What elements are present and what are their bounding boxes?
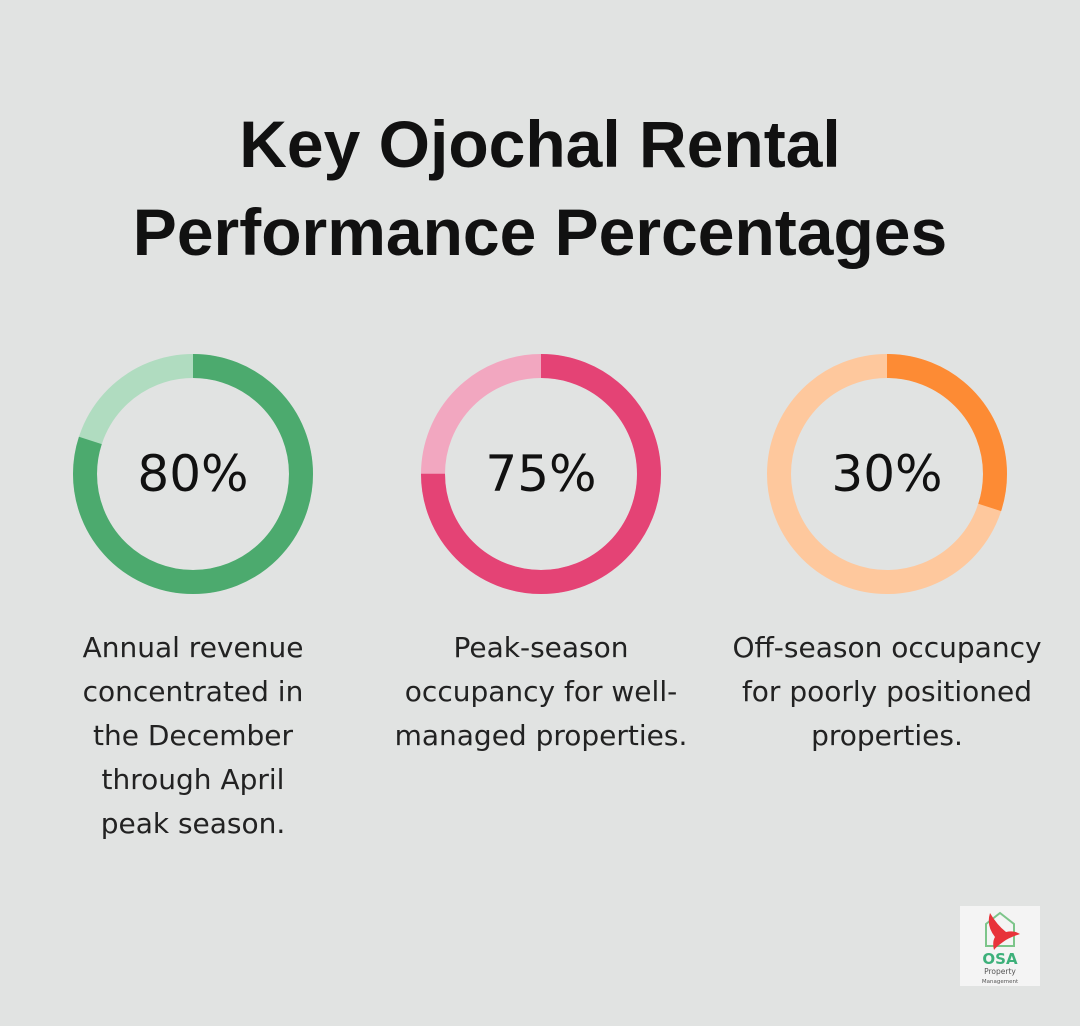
donut-value-arc — [73, 354, 313, 594]
stat-card-2: 30% Off-season occupancy for poorly posi… — [717, 354, 1057, 752]
svg-text:Management: Management — [982, 979, 1019, 985]
percentage-label: 80% — [137, 445, 249, 503]
logo-icon: OSA Property Management — [982, 911, 1020, 985]
company-logo: OSA Property Management — [960, 906, 1040, 986]
svg-text:OSA: OSA — [982, 950, 1018, 968]
stat-card-0: 80% Annual revenue concentrated in the D… — [23, 354, 363, 840]
percentage-label: 30% — [831, 445, 943, 503]
donut-chart-0 — [73, 354, 313, 594]
caption: Peak-season occupancy for well-managed p… — [394, 631, 688, 752]
donut-value-arc — [767, 354, 1007, 594]
page-title: Key Ojochal Rental Performance Percentag… — [132, 107, 948, 269]
percentage-label: 75% — [485, 445, 597, 503]
donut-chart-2 — [767, 354, 1007, 594]
donut-chart-1 — [421, 354, 661, 594]
stat-card-1: 75% Peak-season occupancy for well-manag… — [371, 354, 711, 752]
donut-value-arc — [421, 354, 661, 594]
caption: Off-season occupancy for poorly position… — [732, 631, 1042, 752]
caption: Annual revenue concentrated in the Decem… — [82, 631, 304, 840]
svg-text:Property: Property — [984, 967, 1016, 976]
